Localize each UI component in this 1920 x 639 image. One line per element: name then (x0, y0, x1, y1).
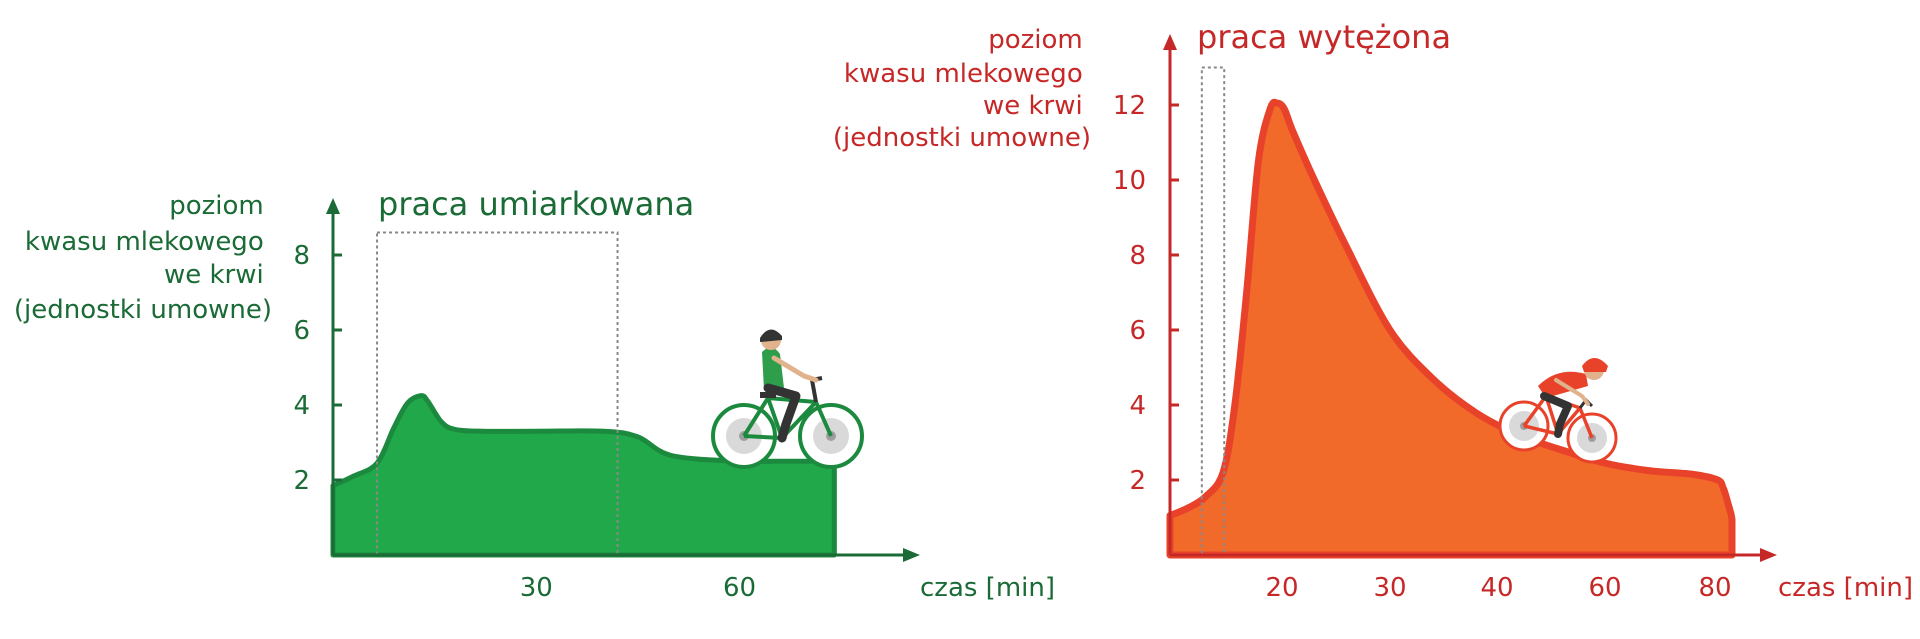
x-tick-label: 30 (1373, 573, 1406, 603)
y-axis-label-line: we krwi (164, 260, 264, 290)
y-axis-label-line: poziom (988, 25, 1083, 55)
x-tick-label: 40 (1480, 573, 1513, 603)
moderate-work-interval-box (376, 231, 619, 556)
x-tick-label: 30 (520, 573, 553, 603)
y-tick-label: 6 (293, 316, 310, 346)
y-tick-label: 4 (1129, 391, 1146, 421)
x-tick-label: 80 (1698, 573, 1731, 603)
y-axis-arrow-icon (326, 198, 340, 214)
y-axis-label-line: poziom (169, 191, 264, 221)
y-axis-label-line: we krwi (983, 91, 1083, 121)
y-tick-label: 6 (1129, 316, 1146, 346)
cyclist-icon (1498, 358, 1618, 464)
y-axis-label-line: kwasu mlekowego (844, 59, 1083, 89)
intense-work-area (1166, 98, 1736, 559)
y-axis-label-line: (jednostki umowne) (833, 123, 1091, 153)
x-axis-label: czas [min] (920, 573, 1055, 603)
y-tick-label: 12 (1113, 91, 1146, 121)
x-tick-label: 20 (1265, 573, 1298, 603)
x-axis-arrow-icon (903, 548, 920, 562)
y-tick-label: 2 (293, 466, 310, 496)
y-tick-label: 4 (293, 391, 310, 421)
y-tick-label: 2 (1129, 466, 1146, 496)
y-axis-label: poziom kwasu mlekowego we krwi (jednostk… (14, 191, 272, 325)
intense-work-interval-box (1200, 66, 1226, 556)
cyclist-icon (711, 329, 864, 469)
chart-title: praca umiarkowana (378, 185, 694, 223)
x-ticks: 30 60 (520, 573, 756, 603)
y-axis-arrow-icon (1163, 34, 1177, 50)
x-tick-label: 60 (1588, 573, 1621, 603)
y-tick-label: 8 (1129, 241, 1146, 271)
y-ticks: 2 4 6 8 10 12 (1113, 91, 1179, 496)
moderate-work-area (330, 393, 837, 558)
intense-work-chart: 2 4 6 8 10 12 20 30 40 60 80 praca wytężona pozio… (833, 18, 1913, 603)
y-axis-label-line: (jednostki umowne) (14, 295, 272, 325)
y-tick-label: 8 (293, 241, 310, 271)
y-tick-label: 10 (1113, 166, 1146, 196)
y-axis-label-line: kwasu mlekowego (25, 227, 264, 257)
x-axis-arrow-icon (1760, 548, 1777, 562)
x-ticks: 20 30 40 60 80 (1265, 573, 1731, 603)
x-tick-label: 60 (723, 573, 756, 603)
chart-title: praca wytężona (1197, 18, 1451, 56)
y-ticks: 2 4 6 8 (293, 241, 342, 496)
moderate-work-chart: 2 4 6 8 30 60 praca umiarkowana poziom kwasu… (14, 185, 1055, 603)
x-axis-label: czas [min] (1778, 573, 1913, 603)
y-axis-label: poziom kwasu mlekowego we krwi (jednostk… (833, 25, 1091, 153)
